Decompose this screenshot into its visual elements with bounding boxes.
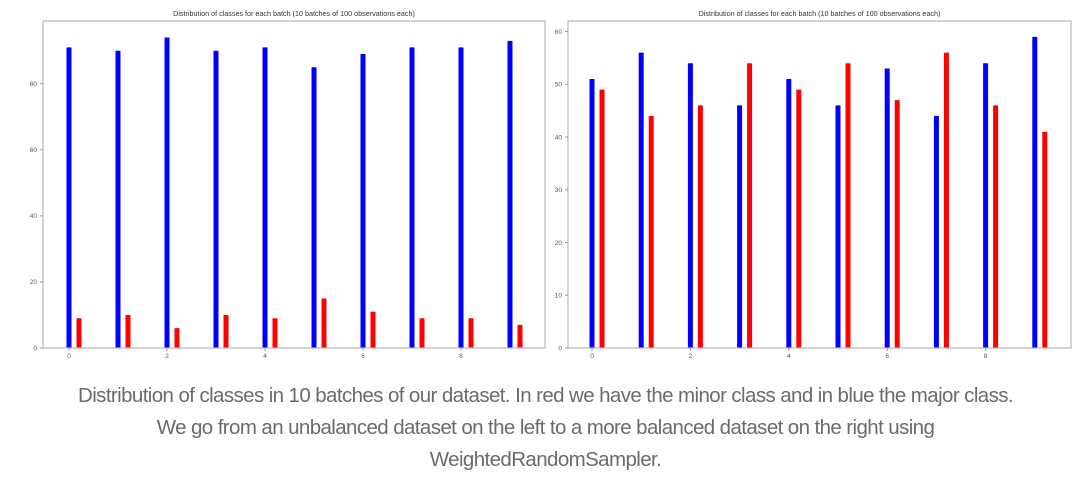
x-tick-label: 8	[459, 353, 463, 360]
x-tick-label: 6	[361, 353, 365, 360]
bar-charts: Distribution of classes for each batch (…	[30, 9, 1072, 360]
y-tick-label: 50	[555, 82, 563, 89]
minor-class-bar	[125, 314, 131, 348]
major-class-bar	[589, 79, 595, 349]
major-class-bar	[311, 67, 317, 348]
x-tick-label: 0	[590, 353, 594, 360]
major-class-bar	[786, 79, 792, 349]
figure-caption: Distribution of classes in 10 batches of…	[0, 380, 1091, 476]
minor-class-bar	[796, 89, 802, 348]
minor-class-bar	[894, 100, 900, 348]
minor-class-bar	[517, 324, 523, 348]
minor-class-bar	[370, 311, 376, 348]
charts-figure: Distribution of classes for each batch (…	[30, 9, 1072, 360]
chart-panel-left: Distribution of classes for each batch (…	[30, 9, 546, 360]
y-tick-label: 40	[30, 213, 38, 220]
major-class-bar	[933, 115, 939, 348]
x-tick-label: 2	[689, 353, 693, 360]
chart-title: Distribution of classes for each batch (…	[699, 9, 941, 18]
plot-frame	[567, 20, 1072, 349]
minor-class-bar	[599, 89, 605, 348]
y-tick-label: 0	[33, 345, 37, 352]
minor-class-bar	[272, 318, 278, 348]
major-class-bar	[115, 50, 121, 349]
major-class-bar	[66, 47, 72, 348]
y-tick-label: 30	[555, 187, 563, 194]
x-tick-label: 4	[787, 353, 791, 360]
minor-class-bar	[943, 52, 949, 348]
minor-class-bar	[993, 105, 999, 348]
major-class-bar	[507, 40, 513, 349]
major-class-bar	[360, 54, 366, 348]
minor-class-bar	[419, 318, 425, 348]
minor-class-bar	[174, 328, 180, 348]
minor-class-bar	[76, 318, 82, 348]
major-class-bar	[884, 68, 890, 348]
chart-title: Distribution of classes for each batch (…	[173, 9, 415, 18]
major-class-bar	[1032, 36, 1038, 349]
major-class-bar	[213, 50, 219, 349]
y-tick-label: 0	[558, 345, 562, 352]
major-class-bar	[638, 52, 644, 348]
x-tick-label: 8	[984, 353, 988, 360]
plot-frame	[42, 20, 546, 349]
major-class-bar	[737, 105, 743, 348]
y-tick-label: 40	[555, 134, 563, 141]
x-tick-label: 6	[885, 353, 889, 360]
major-class-bar	[164, 37, 170, 349]
x-tick-label: 4	[263, 353, 267, 360]
y-tick-label: 60	[30, 147, 38, 154]
x-tick-label: 2	[165, 353, 169, 360]
caption-line-2: We go from an unbalanced dataset on the …	[156, 416, 935, 439]
minor-class-bar	[1042, 131, 1048, 348]
y-tick-label: 60	[555, 29, 563, 36]
caption-line-3: WeightedRandomSampler.	[429, 448, 662, 471]
y-tick-label: 20	[30, 279, 38, 286]
caption-line-1: Distribution of classes in 10 batches of…	[78, 384, 1014, 407]
minor-class-bar	[223, 314, 229, 348]
y-tick-label: 80	[30, 81, 38, 88]
minor-class-bar	[747, 63, 753, 349]
y-tick-label: 20	[555, 240, 563, 247]
x-tick-label: 0	[67, 353, 71, 360]
major-class-bar	[409, 47, 415, 348]
major-class-bar	[262, 47, 268, 348]
minor-class-bar	[648, 115, 654, 348]
minor-class-bar	[697, 105, 703, 348]
major-class-bar	[983, 63, 989, 349]
minor-class-bar	[468, 318, 474, 348]
chart-panel-right: Distribution of classes for each batch (…	[555, 9, 1072, 360]
major-class-bar	[687, 63, 693, 349]
major-class-bar	[458, 47, 464, 348]
minor-class-bar	[321, 298, 327, 348]
minor-class-bar	[845, 63, 851, 349]
major-class-bar	[835, 105, 841, 348]
y-tick-label: 10	[555, 293, 563, 300]
